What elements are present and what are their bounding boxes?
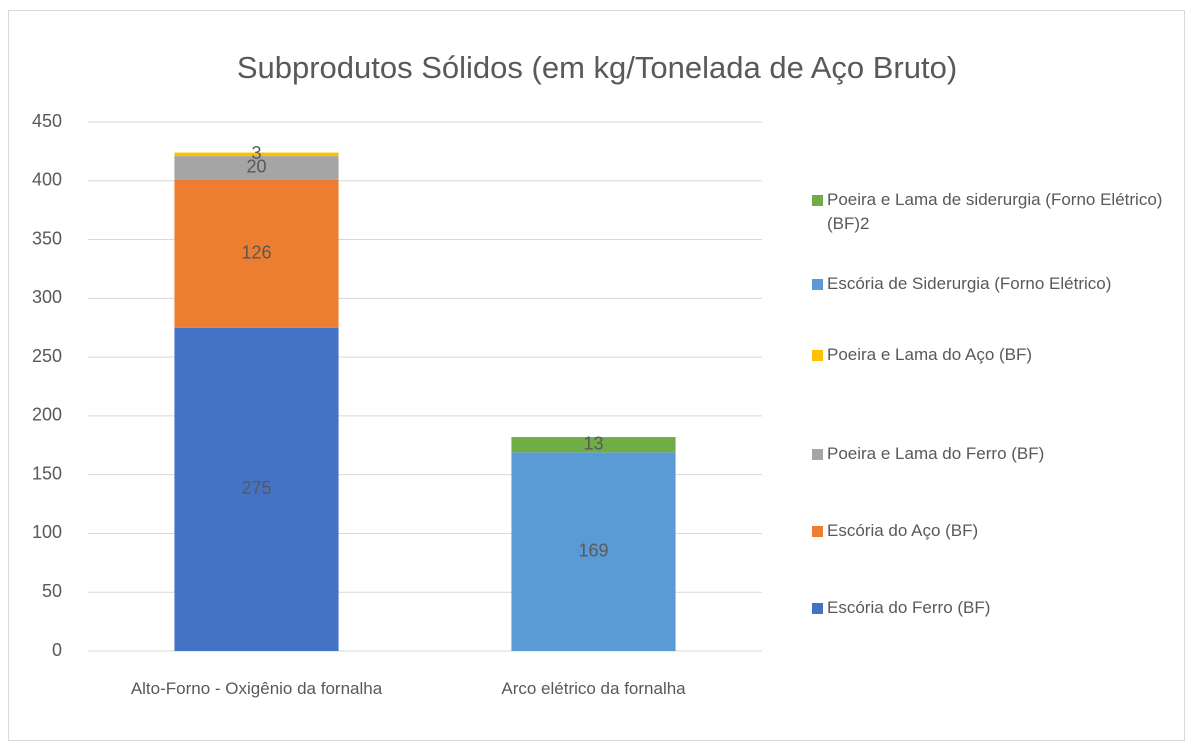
x-tick-label: Arco elétrico da fornalha bbox=[501, 679, 686, 698]
legend-marker bbox=[812, 449, 823, 460]
legend-marker bbox=[812, 603, 823, 614]
bar-segment bbox=[511, 437, 676, 453]
legend-label: Poeira e Lama do Ferro (BF) bbox=[827, 444, 1045, 463]
legend-marker bbox=[812, 279, 823, 290]
bar-segment bbox=[174, 327, 339, 651]
legend-label: Poeira e Lama de siderurgia (Forno Elétr… bbox=[827, 190, 1163, 233]
x-tick-label: Alto-Forno - Oxigênio da fornalha bbox=[130, 679, 383, 698]
bar-segment bbox=[174, 179, 339, 328]
y-tick-label: 300 bbox=[32, 287, 62, 307]
data-label: 126 bbox=[241, 242, 271, 262]
data-label: 169 bbox=[578, 540, 608, 560]
legend-marker bbox=[812, 526, 823, 537]
y-tick-label: 100 bbox=[32, 522, 62, 542]
y-tick-label: 200 bbox=[32, 405, 62, 425]
y-tick-label: 0 bbox=[52, 640, 62, 660]
legend-label: Poeira e Lama do Aço (BF) bbox=[827, 345, 1033, 364]
y-tick-label: 450 bbox=[32, 111, 62, 131]
bar-segment bbox=[174, 156, 339, 180]
legend-label: Escória de Siderurgia (Forno Elétrico) bbox=[827, 274, 1112, 293]
legend-marker bbox=[812, 195, 823, 206]
y-tick-label: 350 bbox=[32, 228, 62, 248]
y-tick-label: 50 bbox=[42, 581, 62, 601]
data-label: 13 bbox=[583, 433, 603, 453]
legend-marker bbox=[812, 350, 823, 361]
legend-label: Escória do Aço (BF) bbox=[827, 521, 979, 540]
legend-label: Escória do Ferro (BF) bbox=[827, 598, 991, 617]
bar-segment bbox=[511, 452, 676, 651]
y-tick-label: 150 bbox=[32, 463, 62, 483]
bar-segment bbox=[174, 152, 339, 157]
data-label: 20 bbox=[246, 157, 266, 177]
chart-title: Subprodutos Sólidos (em kg/Tonelada de A… bbox=[237, 50, 957, 85]
y-tick-label: 250 bbox=[32, 346, 62, 366]
data-label: 3 bbox=[251, 143, 261, 163]
y-tick-label: 400 bbox=[32, 170, 62, 190]
data-label: 275 bbox=[241, 478, 271, 498]
